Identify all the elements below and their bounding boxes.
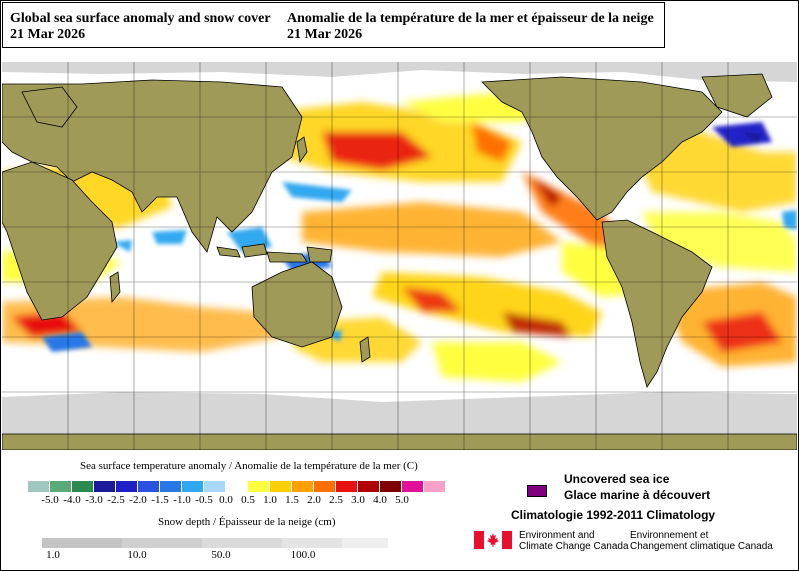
sst-tick-label: 3.0 bbox=[351, 494, 365, 506]
graticule bbox=[2, 62, 797, 450]
cold-anomaly-layer bbox=[42, 122, 797, 352]
agency-name-english: Environment and Climate Change Canada bbox=[519, 530, 629, 552]
sst-swatch bbox=[402, 481, 424, 492]
title-english: Global sea surface anomaly and snow cove… bbox=[10, 11, 271, 26]
snow-tick-label: 100.0 bbox=[290, 549, 316, 561]
sst-swatch bbox=[204, 481, 226, 492]
uncovered-sea-ice-swatch bbox=[527, 485, 547, 497]
sst-tick-label: -1.0 bbox=[173, 494, 191, 506]
sst-anomaly-map bbox=[2, 62, 797, 450]
sst-tick-label: 0.5 bbox=[241, 494, 255, 506]
ice-label-french: Glace marine à découvert bbox=[564, 488, 711, 502]
sst-tick-label: 4.0 bbox=[373, 494, 387, 506]
date-french: 21 Mar 2026 bbox=[287, 27, 363, 42]
sst-legend-title: Sea surface temperature anomaly / Anomal… bbox=[80, 460, 418, 472]
sst-swatch bbox=[72, 481, 94, 492]
sst-swatch bbox=[336, 481, 358, 492]
sst-swatch bbox=[314, 481, 336, 492]
header-box: Global sea surface anomaly and snow cove… bbox=[2, 2, 665, 48]
snow-legend-title: Snow depth / Épaisseur de la neige (cm) bbox=[158, 516, 336, 528]
land-layer bbox=[2, 73, 797, 450]
agency-name-french: Environnement et Changement climatique C… bbox=[630, 530, 773, 552]
snow-swatch bbox=[282, 538, 342, 548]
snow-swatch bbox=[202, 538, 282, 548]
date-english: 21 Mar 2026 bbox=[10, 27, 86, 42]
sst-swatch bbox=[28, 481, 50, 492]
sst-swatch bbox=[50, 481, 72, 492]
sst-swatch bbox=[270, 481, 292, 492]
title-french: Anomalie de la température de la mer et … bbox=[287, 11, 654, 26]
sst-swatch bbox=[182, 481, 204, 492]
snow-swatch bbox=[342, 538, 388, 548]
sst-tick-label: -5.0 bbox=[41, 494, 59, 506]
sst-swatch bbox=[424, 481, 446, 492]
sst-tick-label: -2.0 bbox=[129, 494, 147, 506]
climatology-label: Climatologie 1992-2011 Climatology bbox=[511, 508, 716, 522]
sst-tick-label: 5.0 bbox=[395, 494, 409, 506]
sst-swatch bbox=[248, 481, 270, 492]
sst-tick-label: 2.0 bbox=[307, 494, 321, 506]
sst-tick-label: 0.0 bbox=[219, 494, 233, 506]
sst-swatch bbox=[160, 481, 182, 492]
sst-swatch bbox=[292, 481, 314, 492]
sst-tick-label: 2.5 bbox=[329, 494, 343, 506]
sst-tick-label: -4.0 bbox=[63, 494, 81, 506]
sst-tick-label: -2.5 bbox=[107, 494, 125, 506]
sst-swatch bbox=[94, 481, 116, 492]
snow-tick-label: 50.0 bbox=[211, 549, 231, 561]
snow-depth-bar bbox=[42, 538, 388, 548]
sst-swatch bbox=[138, 481, 160, 492]
snow-swatch bbox=[42, 538, 122, 548]
sst-tick-label: -1.5 bbox=[151, 494, 169, 506]
sst-swatch bbox=[358, 481, 380, 492]
sst-tick-label: -3.0 bbox=[85, 494, 103, 506]
sst-color-bar bbox=[28, 481, 446, 492]
sst-tick-label: -0.5 bbox=[195, 494, 213, 506]
snow-tick-label: 1.0 bbox=[46, 549, 60, 561]
sst-tick-label: 1.0 bbox=[263, 494, 277, 506]
canada-flag-icon bbox=[474, 531, 512, 549]
sst-swatch bbox=[116, 481, 138, 492]
snow-swatch bbox=[122, 538, 202, 548]
warm-anomaly-layer bbox=[2, 92, 797, 382]
sst-tick-label: 1.5 bbox=[285, 494, 299, 506]
ice-label-english: Uncovered sea ice bbox=[564, 472, 670, 486]
sst-swatch bbox=[380, 481, 402, 492]
snow-tick-label: 10.0 bbox=[127, 549, 147, 561]
sst-swatch bbox=[226, 481, 248, 492]
